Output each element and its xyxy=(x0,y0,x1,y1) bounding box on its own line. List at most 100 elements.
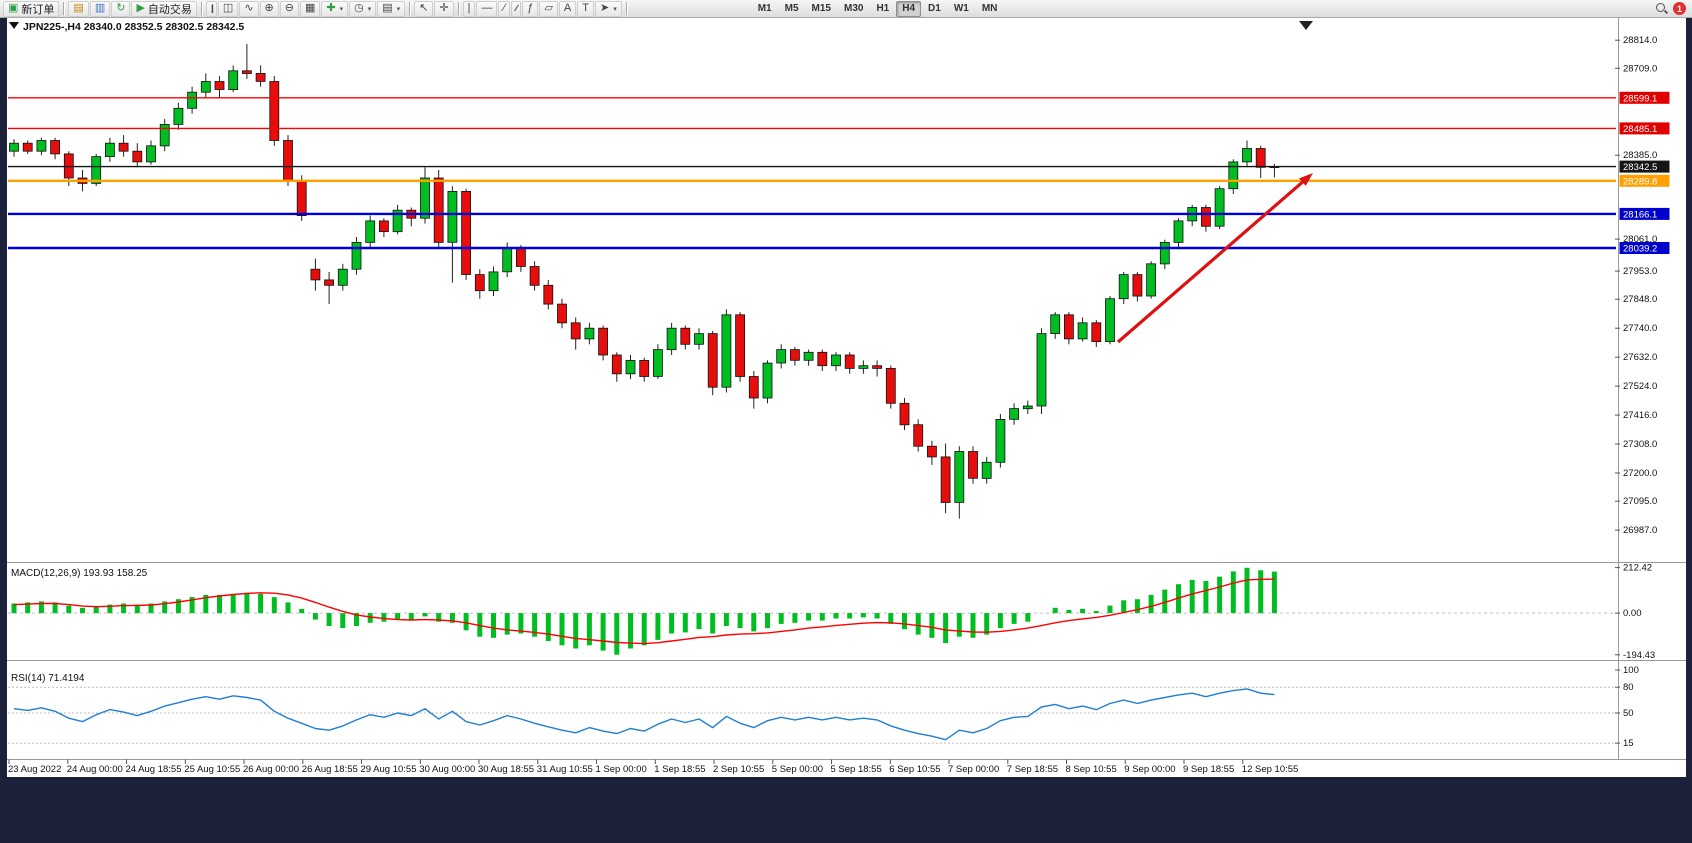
tile-windows-icon[interactable]: ▦ xyxy=(299,0,321,17)
price-axis-label: 27095.0 xyxy=(1623,496,1657,507)
time-axis-label: 2 Sep 10:55 xyxy=(713,764,764,775)
timeframe-d1[interactable]: D1 xyxy=(928,3,941,14)
rsi-axis-label: 100 xyxy=(1623,665,1639,676)
text-icon[interactable]: A xyxy=(558,0,577,17)
price-scale[interactable] xyxy=(1619,17,1686,759)
timeframe-m1[interactable]: M1 xyxy=(757,3,772,14)
zoom-in-icon: ⊕ xyxy=(264,2,274,14)
cursor-icon[interactable]: ↖ xyxy=(414,0,434,17)
auto-trading-button[interactable]: ▶ 自动交易 xyxy=(131,0,197,17)
zoom-out-icon[interactable]: ⊖ xyxy=(279,0,299,17)
candle xyxy=(639,359,650,377)
arrows-icon[interactable]: ➤ ▾ xyxy=(594,0,622,17)
trend-arrow-head[interactable] xyxy=(1299,173,1313,186)
search-icon[interactable] xyxy=(1655,2,1668,15)
periods-icon: ◷ xyxy=(354,2,364,14)
candle xyxy=(817,351,828,367)
vertical-line-icon[interactable]: | xyxy=(462,0,476,17)
candle xyxy=(927,445,937,458)
candle xyxy=(584,327,595,340)
new-order-button[interactable]: ▣ 新订单 xyxy=(3,0,60,17)
periods-icon[interactable]: ◷ ▾ xyxy=(349,0,377,17)
time-axis-label: 6 Sep 10:55 xyxy=(889,764,940,775)
symbol-ohlc-header: JPN225-,H4 28340.0 28352.5 28302.5 28342… xyxy=(23,21,244,33)
timeframe-h4[interactable]: H4 xyxy=(896,0,922,17)
text-label-icon[interactable]: T xyxy=(577,0,594,17)
price-tag xyxy=(1619,122,1670,135)
indicators-icon[interactable]: ✚ ▾ xyxy=(321,0,349,17)
time-axis-label: 26 Aug 00:00 xyxy=(243,764,299,775)
chevron-down-icon: ▾ xyxy=(613,5,617,13)
price-tag-label: 28289.8 xyxy=(1623,176,1657,187)
candle xyxy=(940,456,951,503)
price-tag xyxy=(1619,160,1670,173)
horizontal-line-icon[interactable]: — xyxy=(476,0,498,17)
candlestick-chart-icon[interactable]: ◫ xyxy=(217,0,239,17)
candle xyxy=(1214,188,1225,227)
refresh-icon[interactable]: ↻ xyxy=(111,0,131,17)
refresh-icon: ↻ xyxy=(116,2,126,14)
crosshair-icon[interactable]: ✛ xyxy=(434,0,454,17)
price-axis-label: 27632.0 xyxy=(1623,352,1657,363)
fibonacci-icon[interactable]: ƒ xyxy=(522,0,539,17)
zoom-out-icon: ⊖ xyxy=(284,2,294,14)
candle xyxy=(1201,207,1211,227)
candle xyxy=(831,354,841,367)
tile-windows-icon: ▦ xyxy=(304,2,316,14)
horizontal-line-icon: — xyxy=(481,2,493,14)
chart-shift-marker[interactable] xyxy=(1299,21,1313,30)
rsi-header: RSI(14) 71.4194 xyxy=(11,673,85,684)
notification-badge[interactable]: 1 xyxy=(1673,2,1686,15)
new-chart-icon[interactable]: ▤ xyxy=(68,0,89,17)
new-chart-icon: ▤ xyxy=(73,2,84,14)
candle xyxy=(420,177,430,219)
time-axis-label: 5 Sep 18:55 xyxy=(831,764,882,775)
bar-chart-icon[interactable]: ||| xyxy=(205,0,217,17)
trendline-icon[interactable]: ∕ xyxy=(498,0,511,17)
line-chart-icon[interactable]: ∿ xyxy=(239,0,259,17)
price-axis-label: 28385.0 xyxy=(1623,150,1657,161)
price-tag-label: 28342.5 xyxy=(1623,162,1657,173)
templates-icon[interactable]: ▤ ▾ xyxy=(377,0,406,17)
new-order-button-label: 新订单 xyxy=(21,3,55,16)
profiles-icon: ▥ xyxy=(94,2,106,14)
timeframe-w1[interactable]: W1 xyxy=(953,3,969,14)
timeframe-m15[interactable]: M15 xyxy=(811,3,831,14)
shapes-icon[interactable]: ▱ xyxy=(539,0,558,17)
line-chart-icon: ∿ xyxy=(244,2,254,14)
channel-icon[interactable]: ∕∕ xyxy=(511,0,522,17)
profiles-icon[interactable]: ▥ xyxy=(89,0,111,17)
timeframe-m5[interactable]: M5 xyxy=(784,3,799,14)
timeframe-m30[interactable]: M30 xyxy=(843,3,864,14)
price-tag xyxy=(1619,207,1670,220)
macd-axis-label: 0.00 xyxy=(1623,608,1642,619)
time-axis-label: 9 Sep 18:55 xyxy=(1183,764,1234,775)
timeframe-mn[interactable]: MN xyxy=(981,3,998,14)
price-axis-label: 26987.0 xyxy=(1623,525,1657,536)
candle xyxy=(1077,322,1088,340)
time-scale[interactable] xyxy=(7,760,1618,777)
time-axis-label: 9 Sep 00:00 xyxy=(1124,764,1175,775)
toolbar-separator xyxy=(625,2,627,15)
fibonacci-icon: ƒ xyxy=(527,2,534,14)
rsi-axis-label: 15 xyxy=(1623,738,1634,749)
candle xyxy=(735,314,745,377)
candle xyxy=(1242,148,1252,163)
candle xyxy=(995,418,1006,463)
trend-arrow-object[interactable] xyxy=(1116,180,1304,344)
candle xyxy=(1022,405,1033,410)
one-click-panel-toggle-icon[interactable] xyxy=(9,22,19,29)
chart-surface xyxy=(7,17,1686,777)
zoom-in-icon[interactable]: ⊕ xyxy=(259,0,279,17)
timeframe-h1[interactable]: H1 xyxy=(876,3,890,14)
candle xyxy=(790,349,800,361)
candle xyxy=(187,91,198,109)
time-axis-label: 30 Aug 18:55 xyxy=(478,764,534,775)
time-axis-label: 29 Aug 10:55 xyxy=(361,764,417,775)
candle xyxy=(1091,322,1102,342)
chevron-down-icon: ▾ xyxy=(396,5,401,13)
candle xyxy=(968,451,978,479)
candle xyxy=(159,124,170,147)
candle xyxy=(351,241,362,270)
